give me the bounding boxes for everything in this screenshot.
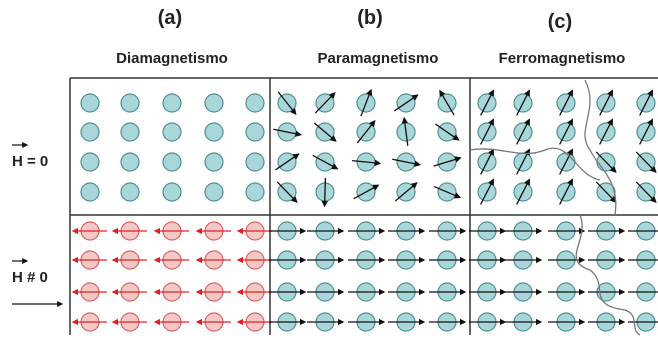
panel-name: Paramagnetismo <box>318 50 439 67</box>
panel-name: Diamagnetismo <box>116 50 228 67</box>
atom <box>205 183 223 201</box>
atom <box>163 153 181 171</box>
atom <box>121 153 139 171</box>
atom <box>163 94 181 112</box>
atom <box>205 94 223 112</box>
figure: (a) Diamagnetismo (b) Paramagnetismo (c)… <box>0 0 658 340</box>
atom <box>163 123 181 141</box>
atom <box>121 94 139 112</box>
atom <box>81 183 99 201</box>
atom <box>205 153 223 171</box>
atom <box>163 183 181 201</box>
atom <box>81 94 99 112</box>
atom <box>81 123 99 141</box>
atom <box>246 153 264 171</box>
atom <box>81 153 99 171</box>
atom <box>121 183 139 201</box>
panel-name: Ferromagnetismo <box>499 50 626 67</box>
atom <box>246 123 264 141</box>
row-label: H = 0 <box>12 153 48 170</box>
panel-label: (c) <box>548 11 572 33</box>
panel-label: (b) <box>357 7 383 29</box>
moment-arrow <box>325 178 326 206</box>
row-label: H # 0 <box>12 269 48 286</box>
atom <box>246 183 264 201</box>
panel-label: (a) <box>158 7 182 29</box>
atom <box>205 123 223 141</box>
atom <box>246 94 264 112</box>
atom <box>121 123 139 141</box>
